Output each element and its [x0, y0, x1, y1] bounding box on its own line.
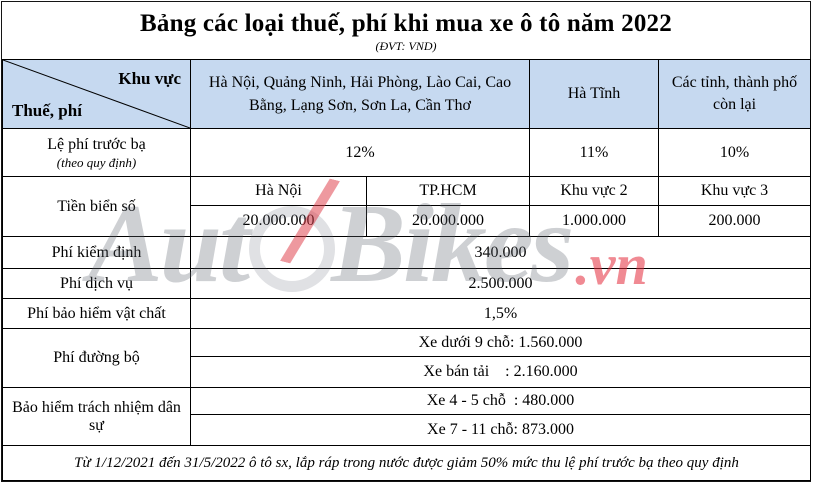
- plate-zone-2: Khu vực 2: [529, 176, 660, 206]
- liability-4-5-seats-value: Xe 4 - 5 chỗ : 480.000: [189, 387, 812, 415]
- row-plate-fee-zones: Tiền biển số Hà Nội TP.HCM Khu vực 2 Khu…: [2, 176, 812, 237]
- physical-insurance-value: 1,5%: [189, 298, 812, 329]
- row-road-fee-1: Phí đường bộ Xe dưới 9 chỗ: 1.560.000: [2, 328, 812, 388]
- registration-fee-label-cell: Lệ phí trước bạ (theo quy định): [2, 128, 191, 177]
- plate-zone-hanoi: Hà Nội: [190, 176, 367, 206]
- liability-insurance-label-cell: Bảo hiểm trách nhiệm dân sự: [2, 387, 191, 446]
- plate-fee-label-cell: Tiền biển số: [2, 176, 191, 237]
- row-label-note: (theo quy định): [56, 154, 137, 170]
- header-region-group: Hà Nội, Quảng Ninh, Hải Phòng, Lào Cai, …: [189, 59, 531, 129]
- road-fee-pickup-value: Xe bán tải : 2.160.000: [189, 356, 812, 388]
- service-fee-value: 2.500.000: [189, 268, 812, 299]
- service-fee-label-cell: Phí dịch vụ: [2, 268, 191, 299]
- footnote-text: Từ 1/12/2021 đến 31/5/2022 ô tô sx, lắp …: [1, 445, 812, 481]
- fee-table: Khu vực Thuế, phí Hà Nội, Quảng Ninh, Hả…: [1, 59, 812, 481]
- plate-fee-hcm-value: 20.000.000: [365, 205, 531, 237]
- plate-fee-zone2-value: 1.000.000: [529, 205, 660, 237]
- title-block: Bảng các loại thuế, phí khi mua xe ô tô …: [2, 2, 810, 59]
- plate-zone-hcm: TP.HCM: [365, 176, 531, 206]
- road-fee-under9-value: Xe dưới 9 chỗ: 1.560.000: [189, 328, 812, 357]
- row-liability-insurance-2: Xe 7 - 11 chỗ: 873.000: [3, 414, 812, 446]
- corner-header-cell: Khu vực Thuế, phí: [2, 59, 191, 129]
- row-inspection-fee: Phí kiểm định 340.000: [2, 236, 812, 269]
- table-header-row: Khu vực Thuế, phí Hà Nội, Quảng Ninh, Hả…: [2, 59, 812, 129]
- physical-insurance-label-cell: Phí bảo hiểm vật chất: [2, 298, 191, 329]
- plate-fee-hanoi-value: 20.000.000: [190, 205, 367, 237]
- plate-zone-3: Khu vực 3: [658, 176, 812, 206]
- row-liability-insurance-1: Bảo hiểm trách nhiệm dân sự Xe 4 - 5 chỗ…: [2, 387, 812, 446]
- inspection-fee-label-cell: Phí kiểm định: [2, 236, 191, 269]
- row-road-fee-2: Xe bán tải : 2.160.000: [3, 356, 812, 388]
- row-footnote: Từ 1/12/2021 đến 31/5/2022 ô tô sx, lắp …: [1, 445, 812, 481]
- road-fee-label-cell: Phí đường bộ: [2, 328, 191, 388]
- page-title: Bảng các loại thuế, phí khi mua xe ô tô …: [140, 10, 672, 37]
- inspection-fee-value: 340.000: [189, 236, 812, 269]
- row-physical-insurance: Phí bảo hiểm vật chất 1,5%: [2, 298, 812, 329]
- registration-fee-hatinh-value: 11%: [529, 128, 660, 177]
- registration-fee-group-value: 12%: [189, 128, 531, 177]
- header-region-other: Các tỉnh, thành phố còn lại: [658, 59, 812, 129]
- registration-fee-other-value: 10%: [658, 128, 812, 177]
- row-registration-fee: Lệ phí trước bạ (theo quy định) 12% 11% …: [2, 128, 812, 177]
- corner-label-region: Khu vực: [118, 69, 181, 88]
- unit-note: (ĐVT: VND): [375, 39, 437, 53]
- diagonal-divider-icon: [3, 60, 190, 128]
- plate-fee-zone3-value: 200.000: [658, 205, 812, 237]
- header-region-hatinh: Hà Tĩnh: [529, 59, 660, 129]
- row-label: Lệ phí trước bạ: [47, 135, 146, 153]
- corner-label-tax: Thuế, phí: [12, 101, 82, 120]
- row-service-fee: Phí dịch vụ 2.500.000: [2, 268, 812, 299]
- fee-table-sheet: Bảng các loại thuế, phí khi mua xe ô tô …: [1, 1, 812, 482]
- liability-7-11-seats-value: Xe 7 - 11 chỗ: 873.000: [189, 414, 812, 446]
